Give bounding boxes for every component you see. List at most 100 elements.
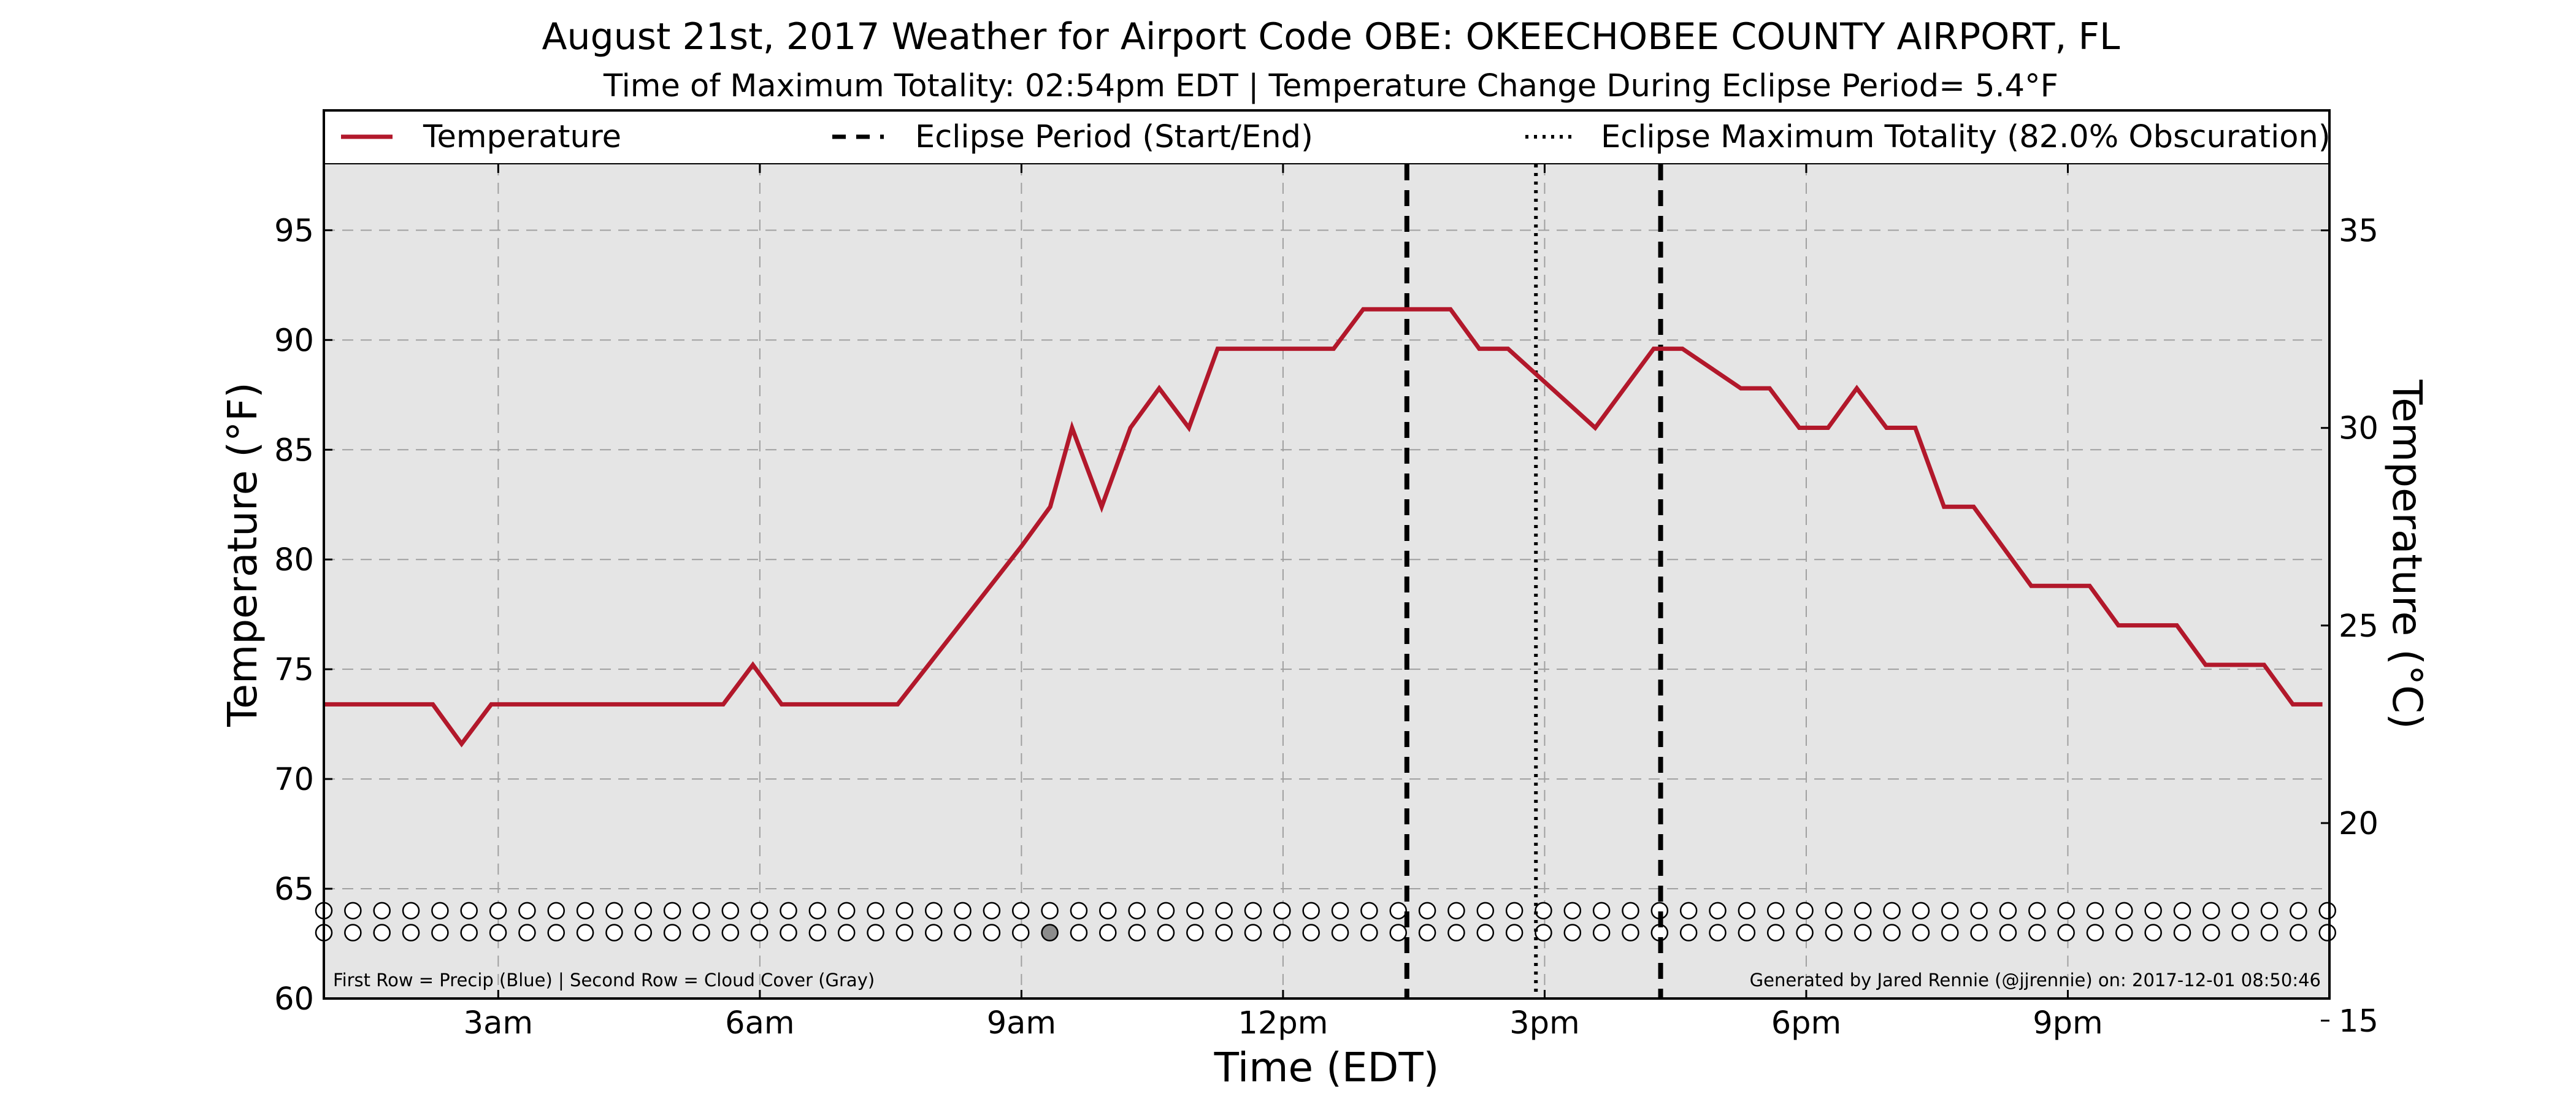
cloud-cover-marker [1476,924,1495,941]
cloud-cover-marker [2144,924,2162,941]
y-tick-label: 70 [274,762,314,798]
precip-marker [1999,902,2017,920]
precip-marker [2057,902,2075,920]
precip-marker [1796,902,1814,920]
gridlines [324,164,2329,999]
precip-marker [1476,902,1495,920]
cloud-cover-marker [1215,924,1233,941]
cloud-cover-marker [2260,924,2279,941]
x-tick-label: 3am [464,1005,533,1041]
x-tick-label: 3pm [1509,1005,1580,1041]
y-axis-right-ticks: 15 20 25 30 35 [2321,213,2379,1040]
cloud-cover-marker [1041,924,1059,941]
precip-marker [1012,902,1030,920]
precip-marker [1970,902,1988,920]
precip-marker [605,902,623,920]
precip-marker [924,902,943,920]
precip-marker [1563,902,1582,920]
cloud-cover-marker [605,924,623,941]
cloud-cover-marker [867,924,884,941]
cloud-cover-marker [1302,924,1320,941]
cloud-cover-marker [1738,924,1756,941]
cloud-cover-marker [837,924,856,941]
precip-marker [1244,902,1262,920]
cloud-cover-marker [1099,924,1117,941]
precip-marker [2202,902,2220,920]
precip-marker [1883,902,1901,920]
cloud-cover-marker [1796,924,1814,941]
temperature-line [324,307,2323,748]
cloud-cover-marker [547,924,565,941]
precip-marker [547,902,565,920]
precip-marker [692,902,710,920]
precip-marker [1447,902,1465,920]
x-tick-label: 6am [725,1005,794,1041]
cloud-cover-marker [983,924,1001,941]
legend-eclipse-max-label: Eclipse Maximum Totality (82.0% Obscurat… [1601,119,2331,155]
legend-temperature-label: Temperature [423,119,621,155]
precip-marker [1622,902,1639,920]
precip-marker [1766,902,1785,920]
precip-marker [1709,902,1727,920]
precip-marker [344,902,362,920]
precip-marker [431,902,449,920]
cloud-cover-marker [750,924,769,941]
precip-marker [489,902,507,920]
precip-marker [867,902,884,920]
precip-marker [1592,902,1611,920]
cloud-cover-marker [518,924,536,941]
precip-marker [750,902,769,920]
cloud-cover-marker [1766,924,1785,941]
legend-box [323,109,2331,166]
y-tick-label: 65 [274,872,314,908]
cloud-cover-marker [721,924,740,941]
cloud-cover-marker [1273,924,1291,941]
cloud-cover-marker [2202,924,2220,941]
cloud-cover-marker [1709,924,1727,941]
precip-marker [2231,902,2249,920]
y-tick-label: 80 [274,542,314,578]
cloud-cover-marker [1970,924,1988,941]
precip-marker [2144,902,2162,920]
y-tick-label: 90 [274,323,314,359]
y-tick-label: 75 [274,652,314,688]
precip-marker [1273,902,1291,920]
cloud-cover-marker [808,924,827,941]
cloud-cover-marker [2290,924,2307,941]
cloud-cover-marker [1418,924,1436,941]
y-axis-right-label: Temperature (°C) [2383,379,2431,729]
cloud-cover-marker [1883,924,1901,941]
precip-marker [1535,902,1552,920]
precip-marker [1738,902,1756,920]
precip-marker [895,902,914,920]
precip-marker [2318,902,2336,920]
precip-marker [983,902,1001,920]
cloud-cover-marker [634,924,653,941]
cloud-cover-marker [1622,924,1639,941]
cloud-cover-marker [924,924,943,941]
precip-marker [2260,902,2279,920]
cloud-cover-marker [1941,924,1959,941]
cloud-cover-marker [1505,924,1524,941]
y-right-tick-label: 30 [2339,411,2379,447]
cloud-cover-marker [2115,924,2133,941]
cloud-cover-marker [1186,924,1204,941]
y-tick-label: 60 [274,981,314,1018]
precip-marker [1825,902,1843,920]
cloud-cover-marker [1070,924,1088,941]
precip-marker [2290,902,2307,920]
precip-marker [1186,902,1204,920]
precip-marker [663,902,681,920]
cloud-cover-marker [489,924,507,941]
cloud-cover-marker [1360,924,1378,941]
cloud-cover-marker [1912,924,1930,941]
precip-marker [460,902,478,920]
cloud-cover-marker [2057,924,2075,941]
chart-subtitle: Time of Maximum Totality: 02:54pm EDT | … [603,68,2058,104]
legend: Temperature Eclipse Period (Start/End) E… [323,109,2331,166]
plot-frame [323,109,2331,1000]
precip-marker [1941,902,1959,920]
y-tick-label: 85 [274,432,314,469]
cloud-cover-marker [692,924,710,941]
